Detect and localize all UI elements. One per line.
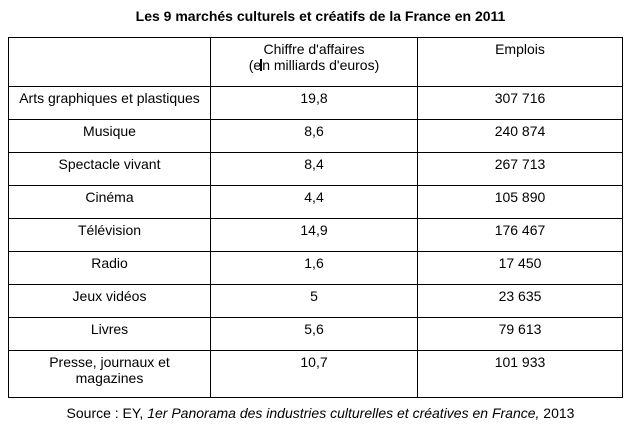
employment-cell: 101 933 (417, 350, 623, 398)
text-cursor (260, 59, 263, 71)
employment-cell: 79 613 (417, 317, 623, 351)
source-note: Source : EY, 1er Panorama des industries… (0, 405, 641, 421)
table-row: Spectacle vivant 8,4 267 713 (8, 152, 623, 186)
employment-cell: 17 450 (417, 251, 623, 285)
market-cell: Spectacle vivant (8, 152, 211, 186)
revenue-cell: 5 (210, 284, 418, 318)
col-header-employment: Emplois (417, 37, 623, 87)
market-cell: Télévision (8, 218, 211, 252)
employment-cell: 23 635 (417, 284, 623, 318)
col-header-revenue-line2: (en milliards d'euros) (248, 57, 380, 73)
data-table: Chiffre d'affaires (en milliards d'euros… (8, 37, 623, 398)
employment-cell: 267 713 (417, 152, 623, 186)
revenue-cell: 1,6 (210, 251, 418, 285)
employment-cell: 176 467 (417, 218, 623, 252)
employment-cell: 105 890 (417, 185, 623, 219)
revenue-cell: 14,9 (210, 218, 418, 252)
col-header-market (8, 37, 211, 87)
page-title: Les 9 marchés culturels et créatifs de l… (135, 8, 506, 24)
market-cell: Jeux vidéos (8, 284, 211, 318)
table-row: Jeux vidéos 5 23 635 (8, 284, 623, 318)
header-row: Chiffre d'affaires (en milliards d'euros… (8, 37, 623, 87)
source-year: 2013 (539, 405, 575, 421)
revenue-cell: 5,6 (210, 317, 418, 351)
table-row: Radio 1,6 17 450 (8, 251, 623, 285)
market-cell: Musique (8, 119, 211, 153)
table-row: Télévision 14,9 176 467 (8, 218, 623, 252)
employment-cell: 240 874 (417, 119, 623, 153)
market-cell: Presse, journaux et magazines (8, 350, 211, 398)
table-row: Cinéma 4,4 105 890 (8, 185, 623, 219)
revenue-cell: 4,4 (210, 185, 418, 219)
source-work-title: 1er Panorama des industries culturelles … (147, 405, 540, 421)
revenue-cell: 19,8 (210, 86, 418, 120)
revenue-cell: 8,4 (210, 152, 418, 186)
source-label: Source : EY, (66, 405, 148, 421)
market-cell: Livres (8, 317, 211, 351)
revenue-cell: 10,7 (210, 350, 418, 398)
table-row: Presse, journaux et magazines 10,7 101 9… (8, 350, 623, 398)
col-header-revenue: Chiffre d'affaires (en milliards d'euros… (210, 37, 418, 87)
market-cell: Arts graphiques et plastiques (8, 86, 211, 120)
employment-cell: 307 716 (417, 86, 623, 120)
table-row: Arts graphiques et plastiques 19,8 307 7… (8, 86, 623, 120)
table-row: Musique 8,6 240 874 (8, 119, 623, 153)
market-cell: Radio (8, 251, 211, 285)
col-header-revenue-line1: Chiffre d'affaires (263, 41, 365, 57)
table-row: Livres 5,6 79 613 (8, 317, 623, 351)
market-cell: Cinéma (8, 185, 211, 219)
revenue-cell: 8,6 (210, 119, 418, 153)
